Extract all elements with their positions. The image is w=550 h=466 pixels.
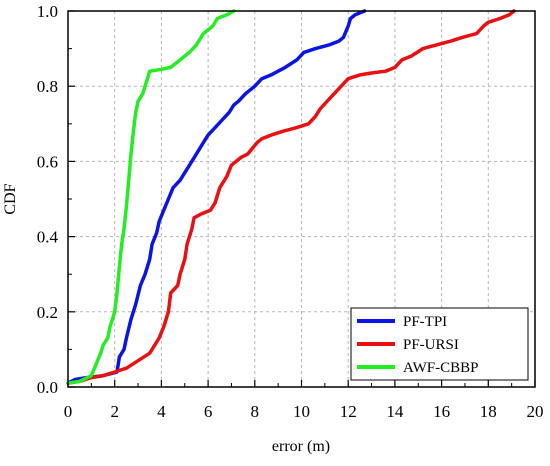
legend-label: PF-URSI (403, 337, 459, 353)
x-tick-label: 0 (64, 402, 73, 421)
y-tick-label: 0.4 (37, 228, 59, 247)
x-tick-label: 10 (293, 402, 310, 421)
x-tick-label: 18 (480, 402, 497, 421)
series-line-pf-tpi (66, 9, 367, 385)
y-tick-label: 0.0 (37, 378, 58, 397)
y-tick-label: 1.0 (37, 2, 58, 21)
x-tick-label: 14 (386, 402, 404, 421)
x-tick-label: 2 (110, 402, 119, 421)
x-axis-title: error (m) (272, 438, 330, 455)
grid-lines (68, 11, 535, 387)
legend: PF-TPI PF-URSI AWF-CBBP (350, 307, 529, 381)
x-tick-label: 4 (157, 402, 166, 421)
y-tick-label: 0.8 (37, 77, 58, 96)
x-tick-label: 16 (433, 402, 450, 421)
axis-ticks (67, 10, 536, 388)
y-tick-label: 0.6 (37, 152, 58, 171)
x-tick-label: 12 (340, 402, 357, 421)
y-tick-label: 0.2 (37, 303, 58, 322)
x-tick-labels: 0 2 4 6 8 10 12 14 16 18 20 (64, 402, 544, 421)
legend-label: PF-TPI (403, 314, 447, 330)
y-axis-title: CDF (2, 183, 19, 214)
series-lines (66, 9, 516, 385)
x-tick-label: 8 (251, 402, 260, 421)
series-line-pf-ursi (66, 9, 516, 385)
x-tick-label: 6 (204, 402, 213, 421)
legend-label: AWF-CBBP (403, 360, 478, 376)
series-line-awf-cbbp (66, 9, 236, 385)
y-tick-labels: 0.0 0.2 0.4 0.6 0.8 1.0 (37, 2, 59, 397)
x-tick-label: 20 (527, 402, 544, 421)
